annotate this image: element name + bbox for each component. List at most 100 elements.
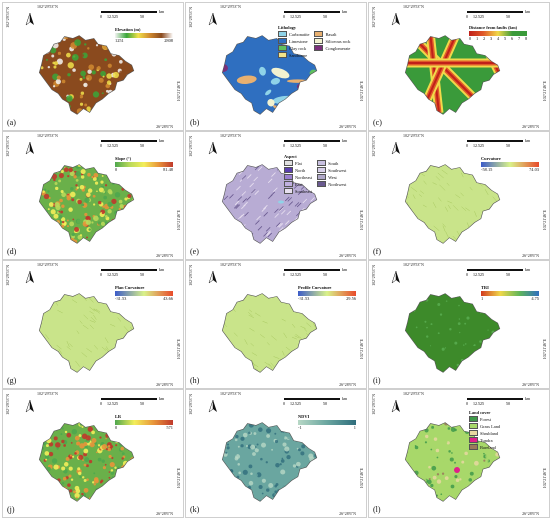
legend-tick: 6 [511,36,514,41]
lon-bottom-label: 26°28'6"N [339,511,356,516]
study-area-map [221,293,318,373]
scale-tick: 0 [466,143,468,148]
legend-color-ramp [115,33,173,38]
legend-min: 1 [481,296,484,301]
study-area-map [404,293,501,373]
lon-side-label: 102°21'46"E [542,210,547,231]
panel-label: (d) [7,247,17,256]
legend-item: South [317,160,346,166]
legend-item-label: Southeast [295,188,313,194]
scale-tick: 0 [100,143,102,148]
map-legend: Elevation (m) 1251 2808 [115,27,173,43]
scale-tick: 12.5 [290,401,297,406]
scale-tick: 12.5 [107,143,114,148]
lat-side-label: 102°29'53"N [5,136,10,157]
north-arrow-icon [25,396,35,414]
map-panel: 102°29'53"N 102°29'53"N 102°21'46"E 26°28'6… [2,389,184,518]
legend-swatch [284,188,293,194]
legend-swatch [317,167,327,173]
scale-tick: 0 [100,401,102,406]
scale-tick: 25 [297,143,301,148]
lat-top-label: 102°29'53"N [220,133,241,138]
legend-min: 0 [115,167,118,172]
scale-unit: km [525,267,531,272]
lat-side-label: 102°29'53"N [371,136,376,157]
lat-side-label: 102°29'53"N [371,394,376,415]
north-arrow-icon [391,267,401,285]
legend-min: 1251 [115,38,124,43]
legend-swatch [314,38,324,44]
legend-item-label: Northwest [328,181,347,187]
legend-item: Clay rock [278,45,309,51]
scale-tick: 25 [480,143,484,148]
legend-min: 0 [115,425,118,430]
legend-item: Sandstone [278,52,309,58]
lat-side-label: 102°29'53"N [188,136,193,157]
legend-item: Northeast [284,174,312,180]
legend-item-label: North [295,167,306,173]
scale-unit: km [342,396,348,401]
scale-bar: 0 12.5 25 50 km [466,267,531,279]
lon-side-label: 102°21'46"E [542,81,547,102]
legend-swatch [314,45,324,51]
legend-item-label: Flat [295,160,302,166]
legend-item: Tundra [469,437,500,443]
north-arrow-icon [391,396,401,414]
lat-top-label: 102°29'53"N [37,4,58,9]
legend-title: LR [115,414,122,419]
lon-bottom-label: 26°28'6"N [156,124,173,129]
legend-swatch [284,174,293,180]
lon-side-label: 102°21'46"E [542,468,547,489]
scale-unit: km [525,138,531,143]
study-area-map [38,164,135,244]
scale-tick: 12.5 [290,143,297,148]
lat-top-label: 102°29'53"N [37,133,58,138]
panel-label: (c) [373,118,382,127]
north-arrow-icon [208,267,218,285]
legend-tick: 5 [504,36,507,41]
legend-swatch [317,181,327,187]
legend-title: Profile Curvature [298,285,332,290]
legend-swatch [314,31,324,37]
legend-color-ramp [481,162,539,167]
legend-item: West [317,174,346,180]
scale-bar: 0 12.5 25 50 km [100,396,164,408]
legend-min: -31.53 [298,296,310,301]
panel-label: (e) [190,247,199,256]
north-arrow-icon [208,138,218,156]
legend-title: Elevation (m) [115,27,141,32]
legend-item: Shrubland [469,430,500,436]
scale-tick: 25 [114,14,118,19]
scale-unit: km [525,9,531,14]
scale-tick: 0 [100,272,102,277]
study-area-map [38,293,135,373]
study-area-map [221,35,318,115]
map-legend: LR 0 571 [115,414,173,430]
scale-tick: 25 [297,14,301,19]
scale-unit: km [342,138,348,143]
scale-tick: 50 [506,272,510,277]
legend-item: Conglomerate [314,45,350,51]
scale-tick: 0 [466,272,468,277]
north-arrow-icon [391,138,401,156]
scale-tick: 25 [114,143,118,148]
map-legend: Plan Curvature -31.53 43.66 [115,285,173,301]
legend-item-label: Tundra [480,437,493,443]
scale-tick: 0 [283,272,285,277]
legend-title: TRI [481,285,489,290]
map-legend: Lithology Carbonatite Basalt Limestone Silic… [278,25,350,58]
scale-tick: 25 [297,272,301,277]
scale-tick: 12.5 [290,14,297,19]
panel-label: (a) [7,118,16,127]
legend-title: Slope (°) [115,156,132,161]
legend-tick: 4 [497,36,500,41]
scale-tick: 12.5 [473,143,480,148]
north-arrow-icon [25,9,35,27]
lat-top-label: 102°29'53"N [403,133,424,138]
panel-label: (j) [7,505,15,514]
scale-tick: 50 [140,143,144,148]
scale-tick: 50 [323,272,327,277]
scale-unit: km [342,9,348,14]
legend-item-label: Northeast [295,174,313,180]
study-area-map [404,422,501,502]
